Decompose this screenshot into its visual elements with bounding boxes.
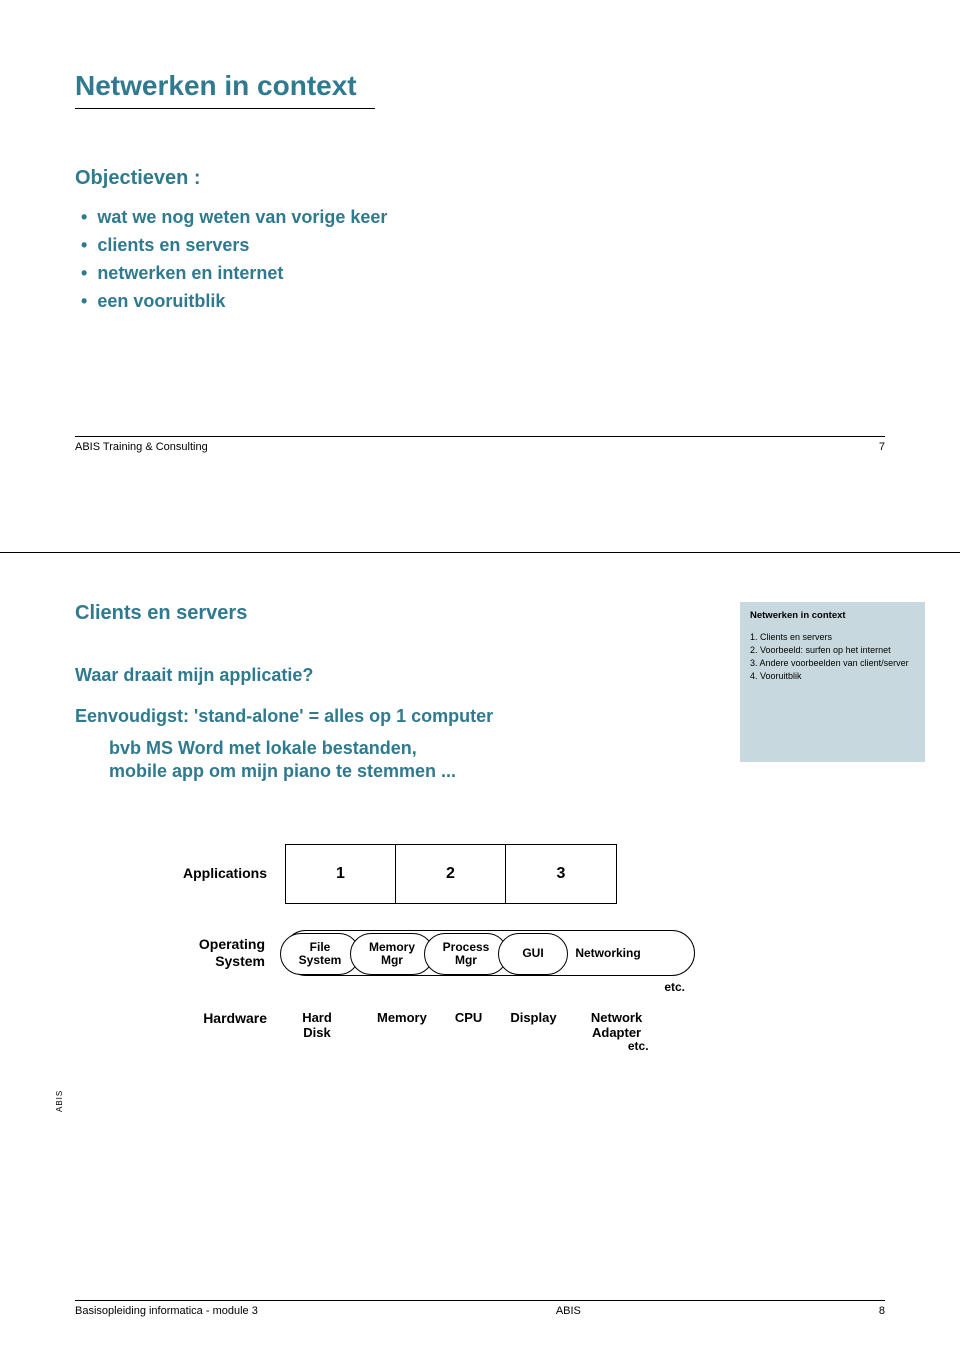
os-pill-file-system: File System	[280, 933, 360, 975]
objective-item: clients en servers	[75, 232, 885, 260]
objectives-heading: Objectieven :	[75, 167, 885, 190]
objectives-list: wat we nog weten van vorige keer clients…	[75, 204, 885, 316]
objective-item: wat we nog weten van vorige keer	[75, 204, 885, 232]
toc-item: 2. Voorbeeld: surfen op het internet	[750, 644, 915, 656]
slide1-footer-rule	[75, 436, 885, 437]
layer-diagram: Applications 1 2 3 Operating System File…	[135, 844, 695, 1053]
slide2-page-number: 8	[879, 1305, 885, 1317]
toc-item: 4. Vooruitblik	[750, 670, 915, 682]
slide-2: Clients en servers 1 Netwerken in contex…	[75, 602, 885, 1079]
toc-title: Netwerken in context	[750, 610, 915, 623]
hw-etc-label: etc.	[285, 1039, 649, 1053]
slide2-footer-left: Basisopleiding informatica - module 3	[75, 1305, 258, 1317]
slide1-title: Netwerken in context	[75, 70, 885, 102]
objective-item: netwerken en internet	[75, 260, 885, 288]
app-cell: 1	[286, 845, 396, 903]
hw-item-memory: Memory	[377, 1010, 427, 1041]
slide1-footer: ABIS Training & Consulting 7	[75, 441, 885, 453]
diagram-row-hardware: Hardware Hard Disk Memory CPU Display Ne…	[135, 1010, 695, 1053]
slide1-page-number: 7	[879, 441, 885, 453]
example-line: mobile app om mijn piano te stemmen ...	[109, 760, 885, 783]
os-pill-networking: Networking	[558, 933, 658, 975]
slide2-footer-mid: ABIS	[556, 1305, 581, 1317]
app-cell: 3	[506, 845, 616, 903]
toc-item: 1. Clients en servers	[750, 631, 915, 643]
toc-navbox: Netwerken in context 1. Clients en serve…	[740, 602, 925, 762]
page-divider	[0, 552, 960, 553]
slide-1: Netwerken in context Objectieven : wat w…	[75, 70, 885, 453]
app-cell: 2	[396, 845, 506, 903]
slide2-footer-rule	[75, 1300, 885, 1301]
objective-item: een vooruitblik	[75, 288, 885, 316]
os-etc-label: etc.	[664, 980, 685, 994]
hw-item-cpu: CPU	[455, 1010, 482, 1041]
diagram-row-os: Operating System File System Memory Mgr …	[135, 930, 695, 976]
hw-item-display: Display	[510, 1010, 556, 1041]
diagram-row-applications: Applications 1 2 3	[135, 844, 695, 904]
toc-item: 3. Andere voorbeelden van client/server	[750, 657, 915, 669]
slide2-header: Clients en servers 1 Netwerken in contex…	[75, 602, 885, 625]
applications-box: 1 2 3	[285, 844, 617, 904]
os-pill-process-mgr: Process Mgr	[424, 933, 508, 975]
title-underline	[75, 108, 375, 109]
os-pill-memory-mgr: Memory Mgr	[350, 933, 434, 975]
row-label-os: Operating System	[135, 936, 283, 970]
slide1-footer-left: ABIS Training & Consulting	[75, 441, 208, 453]
row-label-hardware: Hardware	[135, 1010, 285, 1027]
slide2-subtitle: Clients en servers	[75, 602, 854, 625]
abis-vertical-label: ABIS	[55, 1090, 64, 1112]
hw-item-hard-disk: Hard Disk	[285, 1010, 349, 1041]
os-capsule: File System Memory Mgr Process Mgr GUI N…	[283, 930, 695, 976]
hw-item-network-adapter: Network Adapter	[585, 1010, 649, 1041]
hardware-items: Hard Disk Memory CPU Display Network Ada…	[285, 1010, 649, 1041]
row-label-applications: Applications	[135, 865, 285, 882]
slide2-footer: Basisopleiding informatica - module 3 AB…	[75, 1300, 885, 1317]
